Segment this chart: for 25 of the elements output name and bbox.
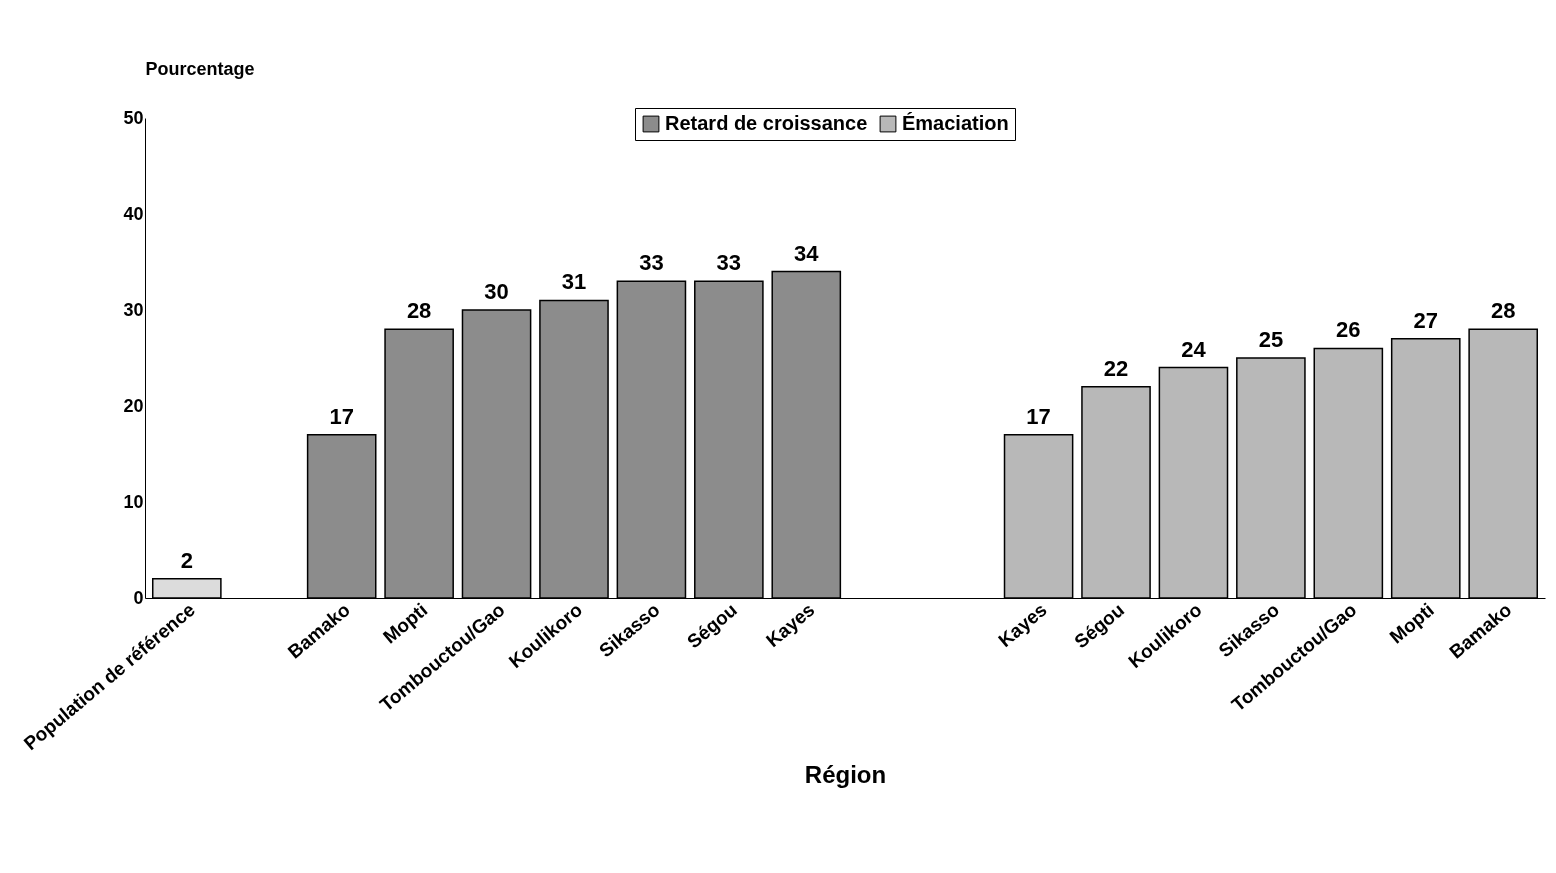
data-label: 17 bbox=[329, 403, 354, 429]
data-label: 34 bbox=[794, 240, 820, 266]
data-label: 31 bbox=[561, 269, 587, 295]
data-label: 24 bbox=[1181, 336, 1207, 362]
y-axis-title: Pourcentage bbox=[145, 58, 255, 79]
y-tick-label: 30 bbox=[123, 299, 144, 320]
data-label: 30 bbox=[484, 279, 509, 304]
y-tick-label: 0 bbox=[133, 587, 144, 608]
data-label: 33 bbox=[639, 250, 664, 276]
data-label: 17 bbox=[1026, 403, 1051, 429]
y-tick-label: 50 bbox=[123, 107, 144, 128]
legend-label: Émaciation bbox=[902, 112, 1009, 134]
y-tick-label: 40 bbox=[123, 203, 144, 224]
data-label: 25 bbox=[1258, 327, 1284, 352]
data-label: 33 bbox=[716, 250, 742, 276]
data-label: 22 bbox=[1103, 355, 1129, 381]
legend-label: Retard de croissance bbox=[665, 112, 868, 134]
data-label: 2 bbox=[180, 547, 193, 573]
data-label: 28 bbox=[1490, 298, 1516, 324]
y-tick-label: 20 bbox=[123, 395, 144, 416]
data-label: 27 bbox=[1413, 307, 1438, 333]
y-tick-label: 10 bbox=[123, 491, 144, 512]
x-axis-title: Région bbox=[804, 761, 887, 789]
data-label: 26 bbox=[1336, 317, 1361, 343]
data-label: 28 bbox=[406, 298, 432, 324]
